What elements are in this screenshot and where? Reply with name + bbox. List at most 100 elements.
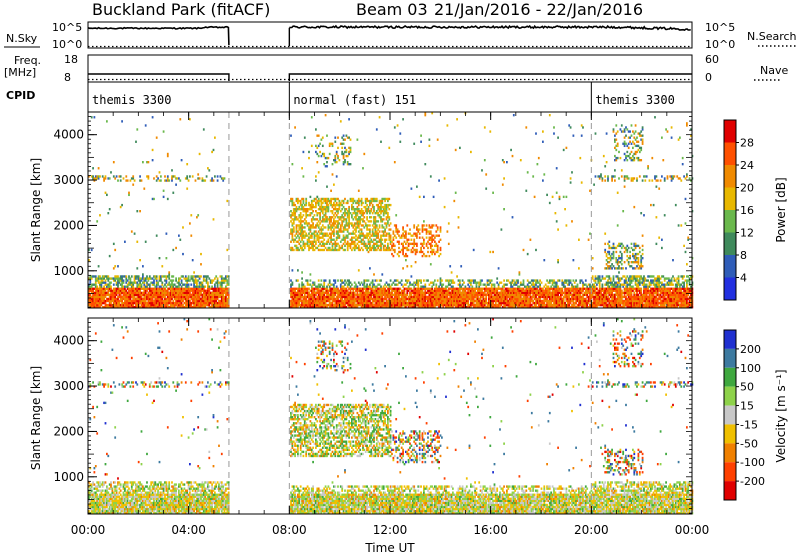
freq-tick-top: 18 [64,53,78,66]
range-cell [330,199,332,203]
range-cell [292,299,295,303]
range-cell [398,234,400,237]
range-cell [104,295,107,299]
range-cell [321,236,324,239]
range-cell [445,287,447,290]
range-cell [104,293,107,297]
range-cell [180,287,183,290]
range-cell [178,287,180,290]
range-cell [215,297,218,301]
range-cell [342,285,345,288]
range-cell [334,159,337,162]
range-cell [446,285,449,288]
range-cell [477,295,479,299]
range-cell [387,214,389,217]
range-cell [155,279,158,282]
range-cell [292,238,295,241]
range-cell [295,216,298,219]
range-cell [333,183,335,186]
range-cell [107,293,110,297]
range-cell [218,289,220,292]
range-cell [393,244,396,248]
range-cell [201,301,204,305]
range-cell [111,306,114,309]
range-cell [342,281,345,284]
range-cell [298,297,301,301]
range-cell [292,228,295,231]
range-cell [366,218,368,221]
range-cell [92,293,94,297]
range-cell [290,240,292,243]
range-cell [147,161,150,164]
range-cell [226,248,229,252]
range-cell [150,289,153,292]
range-cell [172,289,175,292]
range-cell [226,306,229,309]
range-cell [226,287,229,290]
range-cell [200,252,202,256]
range-cell [291,287,294,290]
range-cell [94,281,97,284]
range-cell [490,279,493,282]
range-cell [367,234,370,237]
range-cell [405,234,407,237]
range-cell [148,291,151,295]
range-cell [117,306,119,309]
range-cell [315,150,317,154]
range-cell [165,281,168,284]
range-cell [115,303,118,307]
range-cell [503,279,505,282]
range-cell [96,295,99,299]
range-cell [88,175,90,178]
range-cell [191,306,194,309]
range-cell [208,169,211,172]
range-cell [377,212,380,215]
range-cell [298,236,301,239]
range-cell [327,224,330,227]
range-cell [436,244,439,248]
range-cell [172,275,175,278]
range-cell [326,285,328,288]
range-cell [323,283,326,286]
range-cell [482,295,485,299]
range-cell [298,303,301,307]
range-cell [291,236,294,239]
range-cell [101,275,104,278]
range-cell [108,297,111,301]
range-cell [295,295,298,299]
range-cell [151,293,154,297]
range-cell [380,236,382,239]
range-cell [144,124,147,127]
range-cell [183,289,186,292]
range-cell [198,289,201,292]
range-cell [339,201,342,205]
range-cell [137,299,140,303]
range-cell [216,287,219,290]
range-cell [166,275,169,278]
range-cell [197,279,200,282]
range-cell [360,199,363,203]
range-cell [125,303,128,307]
range-cell [200,281,202,284]
range-cell [381,273,384,276]
range-cell [154,295,157,299]
range-cell [370,248,373,252]
range-cell [294,289,296,292]
range-cell [292,301,295,305]
range-cell [157,299,159,303]
range-cell [125,179,128,182]
range-cell [371,287,374,290]
range-cell [373,283,375,286]
range-cell [292,306,295,309]
range-cell [338,199,341,203]
range-cell [425,224,428,227]
range-cell [140,283,143,286]
range-cell [133,291,136,295]
range-cell [193,293,195,297]
range-cell [176,303,179,307]
range-cell [385,238,388,241]
range-cell [510,148,512,152]
range-cell [202,303,205,307]
range-cell [168,287,171,290]
range-cell [207,283,209,286]
